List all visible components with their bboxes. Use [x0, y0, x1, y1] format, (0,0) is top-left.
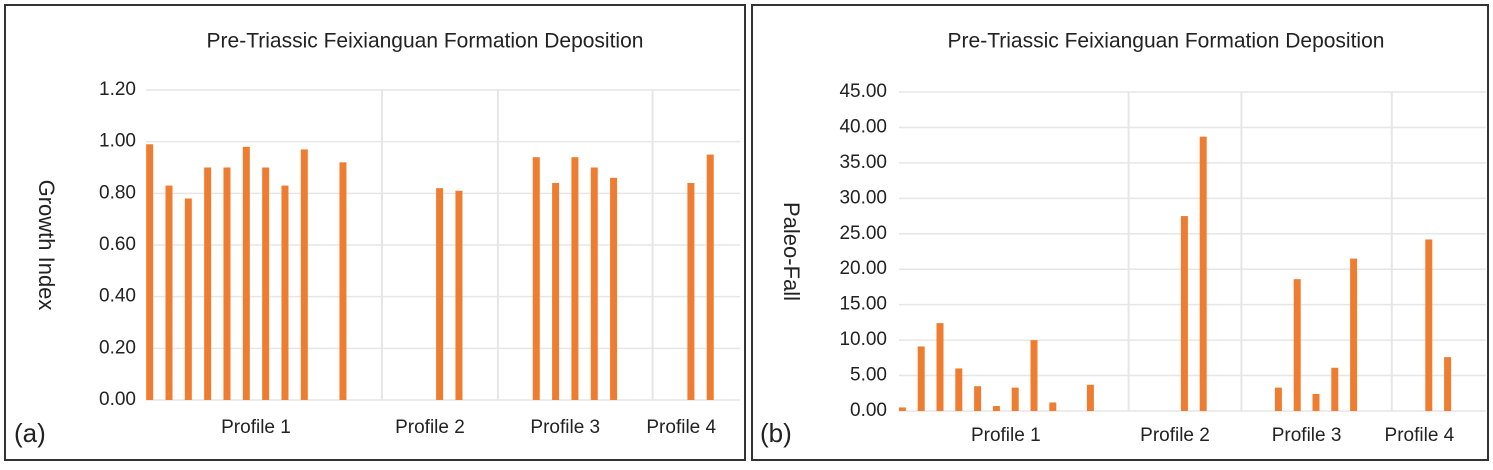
- x-tick-label: Profile 1: [971, 425, 1041, 446]
- x-tick-label: Profile 2: [395, 417, 465, 438]
- bar: [455, 190, 463, 400]
- bar: [146, 144, 154, 400]
- bar: [1312, 393, 1320, 411]
- panel-label: (b): [760, 418, 792, 448]
- x-tick-label: Profile 4: [1385, 425, 1455, 446]
- y-axis-title: Growth Index: [34, 180, 59, 311]
- y-tick-label: 30.00: [839, 187, 887, 208]
- bar: [1049, 402, 1057, 411]
- x-tick-label: Profile 3: [530, 417, 600, 438]
- x-tick-label: Profile 1: [221, 417, 291, 438]
- y-tick-label: 10.00: [839, 329, 887, 350]
- panel-label: (a): [14, 418, 46, 448]
- y-tick-label: 0.80: [99, 182, 136, 203]
- bar: [223, 167, 231, 400]
- y-tick-label: 5.00: [850, 365, 887, 386]
- bar: [436, 188, 444, 400]
- panel-frame: [751, 4, 1489, 461]
- bar: [1180, 216, 1188, 411]
- bar: [1199, 136, 1207, 411]
- chart-title: Pre-Triassic Feixianguan Formation Depos…: [207, 30, 644, 53]
- bar: [992, 406, 1000, 411]
- y-tick-label: 0.40: [99, 286, 136, 307]
- bar: [1030, 340, 1038, 411]
- y-tick-label: 40.00: [839, 116, 887, 137]
- bar: [1331, 367, 1339, 411]
- bar: [936, 323, 944, 411]
- y-tick-label: 20.00: [839, 258, 887, 279]
- bar: [955, 368, 963, 411]
- y-axis-title: Paleo-Fall: [779, 202, 804, 301]
- y-tick-label: 1.00: [99, 131, 136, 152]
- bar: [1011, 387, 1019, 411]
- bar: [1350, 258, 1358, 411]
- bar: [165, 185, 173, 400]
- y-tick-label: 0.00: [850, 400, 887, 421]
- bar: [242, 146, 250, 400]
- bar: [610, 177, 618, 400]
- bar: [1086, 384, 1094, 411]
- panel-frame: [4, 4, 746, 461]
- bar: [1444, 357, 1452, 411]
- y-tick-label: 45.00: [839, 81, 887, 102]
- y-tick-label: 35.00: [839, 152, 887, 173]
- y-tick-label: 0.00: [99, 389, 136, 410]
- bar: [339, 162, 347, 400]
- bar: [571, 157, 579, 400]
- bar: [706, 154, 714, 400]
- bar: [552, 183, 560, 400]
- bar: [974, 386, 982, 411]
- bar: [262, 167, 270, 400]
- bar: [532, 157, 540, 400]
- y-tick-label: 0.20: [99, 337, 136, 358]
- bar: [917, 346, 925, 411]
- y-tick-label: 15.00: [839, 294, 887, 315]
- bar: [590, 167, 598, 400]
- bar: [300, 149, 308, 400]
- bar: [281, 185, 289, 400]
- bar: [1425, 239, 1433, 411]
- bar: [687, 183, 695, 400]
- y-tick-label: 1.20: [99, 79, 136, 100]
- bar: [204, 167, 212, 400]
- bar: [898, 407, 906, 411]
- chart-title: Pre-Triassic Feixianguan Formation Depos…: [948, 30, 1385, 53]
- x-tick-label: Profile 2: [1140, 425, 1210, 446]
- x-tick-label: Profile 3: [1272, 425, 1342, 446]
- y-tick-label: 0.60: [99, 234, 136, 255]
- bar: [1274, 387, 1282, 411]
- y-tick-label: 25.00: [839, 223, 887, 244]
- bar: [1293, 279, 1301, 411]
- bar: [184, 198, 192, 400]
- x-tick-label: Profile 4: [646, 417, 716, 438]
